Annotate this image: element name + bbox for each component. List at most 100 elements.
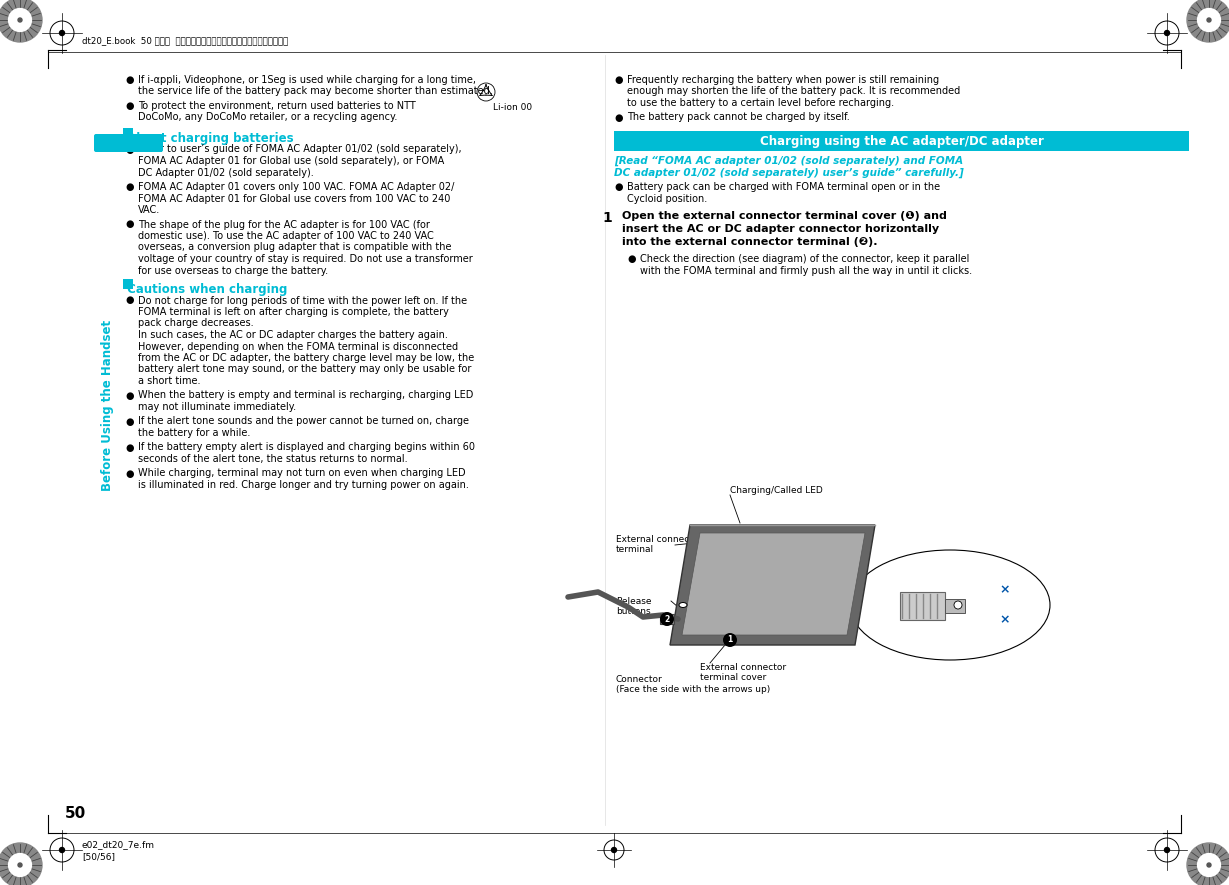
Text: ●: ● xyxy=(125,417,134,427)
Text: to use the battery to a certain level before recharging.: to use the battery to a certain level be… xyxy=(627,98,895,108)
Circle shape xyxy=(18,863,22,867)
Circle shape xyxy=(59,848,64,852)
Text: DC adapter 01/02 (sold separately) user’s guide” carefully.]: DC adapter 01/02 (sold separately) user’… xyxy=(614,167,964,178)
Text: ●: ● xyxy=(125,296,134,305)
Text: voltage of your country of stay is required. Do not use a transformer: voltage of your country of stay is requi… xyxy=(138,254,473,264)
Text: 1: 1 xyxy=(602,211,612,225)
Text: FOMA AC Adapter 01 for Global use (sold separately), or FOMA: FOMA AC Adapter 01 for Global use (sold … xyxy=(138,156,444,166)
Circle shape xyxy=(1207,863,1211,867)
Text: the battery for a while.: the battery for a while. xyxy=(138,428,251,438)
Circle shape xyxy=(0,843,42,885)
Text: Cycloid position.: Cycloid position. xyxy=(627,194,707,204)
Text: ●: ● xyxy=(614,182,623,192)
Text: Do not charge for long periods of time with the power left on. If the: Do not charge for long periods of time w… xyxy=(138,296,467,305)
Text: seconds of the alert tone, the status returns to normal.: seconds of the alert tone, the status re… xyxy=(138,454,408,464)
Circle shape xyxy=(1207,18,1211,22)
Circle shape xyxy=(1197,853,1220,876)
Circle shape xyxy=(1187,0,1229,42)
Bar xyxy=(900,592,945,620)
Text: DoCoMo, any DoCoMo retailer, or a recycling agency.: DoCoMo, any DoCoMo retailer, or a recycl… xyxy=(138,112,397,122)
Polygon shape xyxy=(682,533,865,635)
Text: External connector
terminal: External connector terminal xyxy=(616,535,702,554)
Text: ●: ● xyxy=(125,101,134,111)
Text: from the AC or DC adapter, the battery charge level may be low, the: from the AC or DC adapter, the battery c… xyxy=(138,353,474,363)
Text: To protect the environment, return used batteries to NTT: To protect the environment, return used … xyxy=(138,101,415,111)
Text: Charging using the AC adapter/DC adapter: Charging using the AC adapter/DC adapter xyxy=(760,135,1043,148)
Text: [Read “FOMA AC adapter 01/02 (sold separately) and FOMA: [Read “FOMA AC adapter 01/02 (sold separ… xyxy=(614,156,964,166)
Circle shape xyxy=(954,601,962,609)
Text: Connector
(Face the side with the arrows up): Connector (Face the side with the arrows… xyxy=(616,675,771,695)
Text: ×: × xyxy=(999,613,1010,627)
Ellipse shape xyxy=(850,550,1050,660)
Text: ●: ● xyxy=(614,75,623,85)
Circle shape xyxy=(723,633,737,647)
Bar xyxy=(614,131,1188,151)
Text: DC Adapter 01/02 (sold separately).: DC Adapter 01/02 (sold separately). xyxy=(138,167,313,178)
Text: Release
buttons: Release buttons xyxy=(616,597,651,616)
Text: About charging batteries: About charging batteries xyxy=(123,132,294,145)
Text: ●: ● xyxy=(125,75,134,85)
Text: FOMA AC Adapter 01 covers only 100 VAC. FOMA AC Adapter 02/: FOMA AC Adapter 01 covers only 100 VAC. … xyxy=(138,182,455,192)
Text: FOMA AC Adapter 01 for Global use covers from 100 VAC to 240: FOMA AC Adapter 01 for Global use covers… xyxy=(138,194,450,204)
Text: ●: ● xyxy=(125,442,134,452)
Bar xyxy=(945,599,965,613)
Text: Check the direction (see diagram) of the connector, keep it parallel: Check the direction (see diagram) of the… xyxy=(640,254,970,264)
Text: ●: ● xyxy=(125,182,134,192)
Ellipse shape xyxy=(678,603,687,607)
Circle shape xyxy=(0,0,42,42)
Text: If the alert tone sounds and the power cannot be turned on, charge: If the alert tone sounds and the power c… xyxy=(138,417,469,427)
Circle shape xyxy=(9,853,32,876)
Bar xyxy=(660,614,673,624)
Circle shape xyxy=(1165,848,1170,852)
Text: If i-αppli, Videophone, or 1Seg is used while charging for a long time,: If i-αppli, Videophone, or 1Seg is used … xyxy=(138,75,476,85)
Text: VAC.: VAC. xyxy=(138,205,160,215)
Text: ●: ● xyxy=(125,219,134,229)
Circle shape xyxy=(612,848,617,852)
Text: When the battery is empty and terminal is recharging, charging LED: When the battery is empty and terminal i… xyxy=(138,390,473,401)
Text: ●: ● xyxy=(614,112,623,122)
Text: ●: ● xyxy=(125,144,134,155)
Text: insert the AC or DC adapter connector horizontally: insert the AC or DC adapter connector ho… xyxy=(622,224,939,234)
Text: The shape of the plug for the AC adapter is for 100 VAC (for: The shape of the plug for the AC adapter… xyxy=(138,219,430,229)
Text: Refer to user’s guide of FOMA AC Adapter 01/02 (sold separately),: Refer to user’s guide of FOMA AC Adapter… xyxy=(138,144,462,155)
Circle shape xyxy=(18,18,22,22)
Text: ×: × xyxy=(999,583,1010,596)
Text: for use overseas to charge the battery.: for use overseas to charge the battery. xyxy=(138,266,328,275)
Text: is illuminated in red. Charge longer and try turning power on again.: is illuminated in red. Charge longer and… xyxy=(138,480,469,490)
Text: ●: ● xyxy=(125,390,134,401)
Circle shape xyxy=(1165,30,1170,35)
Text: into the external connector terminal (❷).: into the external connector terminal (❷)… xyxy=(622,237,878,247)
Text: e02_dt20_7e.fm
[50/56]: e02_dt20_7e.fm [50/56] xyxy=(82,840,155,861)
Text: may not illuminate immediately.: may not illuminate immediately. xyxy=(138,402,296,412)
Text: Li-ion 00: Li-ion 00 xyxy=(493,103,532,112)
Text: a short time.: a short time. xyxy=(138,376,200,386)
Text: 2: 2 xyxy=(665,614,670,624)
Circle shape xyxy=(660,612,673,626)
Text: In such cases, the AC or DC adapter charges the battery again.: In such cases, the AC or DC adapter char… xyxy=(138,330,447,340)
Text: The battery pack cannot be charged by itself.: The battery pack cannot be charged by it… xyxy=(627,112,849,122)
Circle shape xyxy=(9,9,32,32)
Polygon shape xyxy=(670,525,875,645)
Text: ●: ● xyxy=(125,468,134,479)
Text: FOMA terminal is left on after charging is complete, the battery: FOMA terminal is left on after charging … xyxy=(138,307,449,317)
Circle shape xyxy=(59,30,64,35)
Text: Before Using the Handset: Before Using the Handset xyxy=(102,319,114,490)
Bar xyxy=(123,128,133,138)
Text: External connector
terminal cover: External connector terminal cover xyxy=(701,663,787,682)
Text: Cautions when charging: Cautions when charging xyxy=(123,283,288,296)
Text: 50: 50 xyxy=(64,806,86,821)
Circle shape xyxy=(1197,9,1220,32)
Text: Open the external connector terminal cover (❶) and: Open the external connector terminal cov… xyxy=(622,211,946,221)
Text: pack charge decreases.: pack charge decreases. xyxy=(138,319,253,328)
Text: While charging, terminal may not turn on even when charging LED: While charging, terminal may not turn on… xyxy=(138,468,466,479)
Text: However, depending on when the FOMA terminal is disconnected: However, depending on when the FOMA term… xyxy=(138,342,458,351)
Text: Battery pack can be charged with FOMA terminal open or in the: Battery pack can be charged with FOMA te… xyxy=(627,182,940,192)
Text: enough may shorten the life of the battery pack. It is recommended: enough may shorten the life of the batte… xyxy=(627,87,960,96)
Text: If the battery empty alert is displayed and charging begins within 60: If the battery empty alert is displayed … xyxy=(138,442,474,452)
Text: ●: ● xyxy=(627,254,635,264)
Text: 1: 1 xyxy=(728,635,732,644)
FancyBboxPatch shape xyxy=(93,134,163,152)
Circle shape xyxy=(1187,843,1229,885)
Text: Charging/Called LED: Charging/Called LED xyxy=(730,486,822,495)
Text: domestic use). To use the AC adapter of 100 VAC to 240 VAC: domestic use). To use the AC adapter of … xyxy=(138,231,434,241)
